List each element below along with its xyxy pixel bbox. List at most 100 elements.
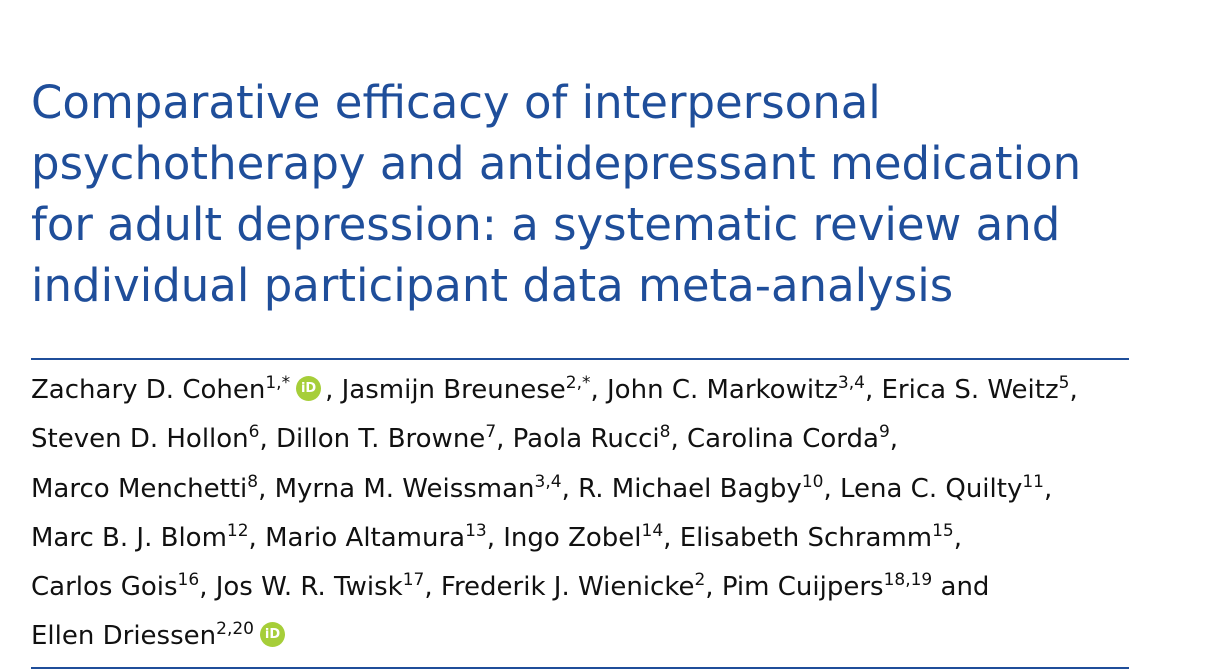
author-separator: , [663, 522, 680, 553]
author-affiliation: 13 [465, 520, 487, 541]
author: Myrna M. Weissman3,4 [274, 471, 562, 504]
author-name[interactable]: Frederik J. Wienicke [440, 572, 695, 603]
author-name[interactable]: Erica S. Weitz [881, 375, 1059, 405]
author-separator: , [1069, 375, 1078, 405]
author-affiliation: 9 [878, 422, 890, 443]
author-line: Carlos Gois16, Jos W. R. Twisk17, Freder… [31, 563, 1141, 612]
title-line: psychotherapy and antidepressant medicat… [31, 137, 1082, 190]
author: Jasmijn Breunese2,* [341, 373, 591, 406]
author-name[interactable]: R. Michael Bagby [578, 473, 802, 504]
author: Lena C. Quilty11 [839, 471, 1044, 504]
author: Carlos Gois16 [31, 570, 200, 603]
author-affiliation: 17 [402, 570, 425, 591]
author-name[interactable]: Jasmijn Breunese [341, 375, 566, 405]
author-affiliation: 2 [694, 570, 706, 591]
author-affiliation: 8 [247, 471, 259, 492]
author-name[interactable]: Pim Cuijpers [721, 572, 884, 603]
title-line: for adult depression: a systematic revie… [31, 198, 1061, 251]
orcid-icon[interactable]: iD [259, 622, 285, 648]
author-separator: , [864, 375, 882, 405]
author: Frederik J. Wienicke2 [440, 570, 706, 603]
author: Erica S. Weitz5 [881, 373, 1070, 406]
author-affiliation: 5 [1058, 373, 1070, 393]
author-separator: , [199, 572, 216, 603]
author-affiliation: 18,19 [883, 570, 933, 591]
author-separator: , [1043, 473, 1053, 504]
author: Marco Menchetti8 [31, 471, 259, 504]
author-list: Zachary D. Cohen1,* iD, Jasmijn Breunese2… [31, 366, 1141, 662]
author-line: Marco Menchetti8, Myrna M. Weissman3,4, … [31, 465, 1141, 514]
author: Jos W. R. Twisk17 [215, 570, 425, 603]
author-separator: , [259, 424, 277, 455]
author-separator: , [823, 473, 840, 504]
author-separator: , [953, 522, 962, 553]
author-separator: , [590, 375, 608, 405]
author-name[interactable]: Lena C. Quilty [839, 473, 1023, 504]
author: Elisabeth Schramm15 [679, 520, 954, 553]
author-separator: , [486, 522, 504, 553]
author-name[interactable]: Jos W. R. Twisk [215, 572, 403, 603]
article-title: Comparative efficacy of interpersonal ps… [31, 72, 1151, 316]
author-separator: , [424, 572, 441, 603]
author: Marc B. J. Blom12 [31, 520, 249, 553]
author-divider [31, 667, 1129, 669]
author-separator: , [496, 424, 513, 455]
author-name[interactable]: Ellen Driessen [31, 621, 217, 652]
author: Carolina Corda9 [687, 422, 890, 455]
author-name[interactable]: John C. Markowitz [607, 375, 838, 405]
orcid-icon-label: iD [300, 381, 317, 396]
author-name[interactable]: Marco Menchetti [31, 473, 248, 504]
author-name[interactable]: Mario Altamura [265, 522, 466, 553]
author: Paola Rucci8 [512, 422, 671, 455]
title-divider [31, 358, 1129, 360]
author-affiliation: 3,4 [534, 471, 562, 492]
author-separator: , [670, 424, 687, 455]
author-name[interactable]: Elisabeth Schramm [679, 522, 933, 553]
title-line: individual participant data meta-analysi… [31, 259, 954, 312]
author: Ingo Zobel14 [503, 520, 664, 553]
author: R. Michael Bagby10 [578, 471, 824, 504]
author-name[interactable]: Carolina Corda [687, 424, 879, 455]
author: Steven D. Hollon6 [31, 422, 260, 455]
author-name[interactable]: Steven D. Hollon [31, 424, 249, 455]
author-name[interactable]: Zachary D. Cohen [31, 375, 266, 405]
author: Pim Cuijpers18,19 [721, 570, 933, 603]
author-affiliation: 12 [226, 520, 249, 541]
author: John C. Markowitz3,4 [607, 373, 865, 406]
title-line: Comparative efficacy of interpersonal [31, 76, 881, 129]
author-line: Marc B. J. Blom12, Mario Altamura13, Ing… [31, 514, 1141, 563]
author-line: Zachary D. Cohen1,* iD, Jasmijn Breunese2… [31, 366, 1141, 415]
author-separator: , [889, 424, 899, 455]
author-line: Steven D. Hollon6, Dillon T. Browne7, Pa… [31, 415, 1141, 464]
author-affiliation: 7 [485, 422, 497, 443]
author-affiliation: 1,* [265, 373, 291, 393]
author-name[interactable]: Marc B. J. Blom [31, 522, 227, 553]
author-affiliation: 2,20 [216, 619, 254, 640]
author-affiliation: 15 [932, 520, 954, 541]
author-affiliation: 6 [248, 422, 260, 443]
author-name[interactable]: Ingo Zobel [503, 522, 642, 553]
author: Zachary D. Cohen1,* iD [31, 375, 325, 405]
author-affiliation: 2,* [565, 373, 591, 393]
author-affiliation: 14 [641, 520, 664, 541]
author-name[interactable]: Dillon T. Browne [276, 424, 486, 455]
author-separator: and [932, 572, 990, 603]
author-affiliation: 3,4 [837, 373, 865, 393]
author-name[interactable]: Carlos Gois [31, 572, 178, 603]
author-name[interactable]: Myrna M. Weissman [274, 473, 535, 504]
author-separator: , [325, 375, 342, 405]
author: Dillon T. Browne7 [276, 422, 497, 455]
author-affiliation: 11 [1022, 471, 1044, 492]
orcid-icon[interactable]: iD [296, 376, 322, 401]
author-line: Ellen Driessen2,20 iD [31, 612, 1141, 661]
author-separator: , [258, 473, 275, 504]
author-affiliation: 16 [177, 570, 200, 591]
author-separator: , [561, 473, 579, 504]
author-separator: , [705, 572, 722, 603]
author-affiliation: 8 [659, 422, 671, 443]
author-affiliation: 10 [801, 471, 824, 492]
author-separator: , [248, 522, 266, 553]
author: Ellen Driessen2,20 iD [31, 621, 289, 651]
author-name[interactable]: Paola Rucci [512, 424, 660, 455]
